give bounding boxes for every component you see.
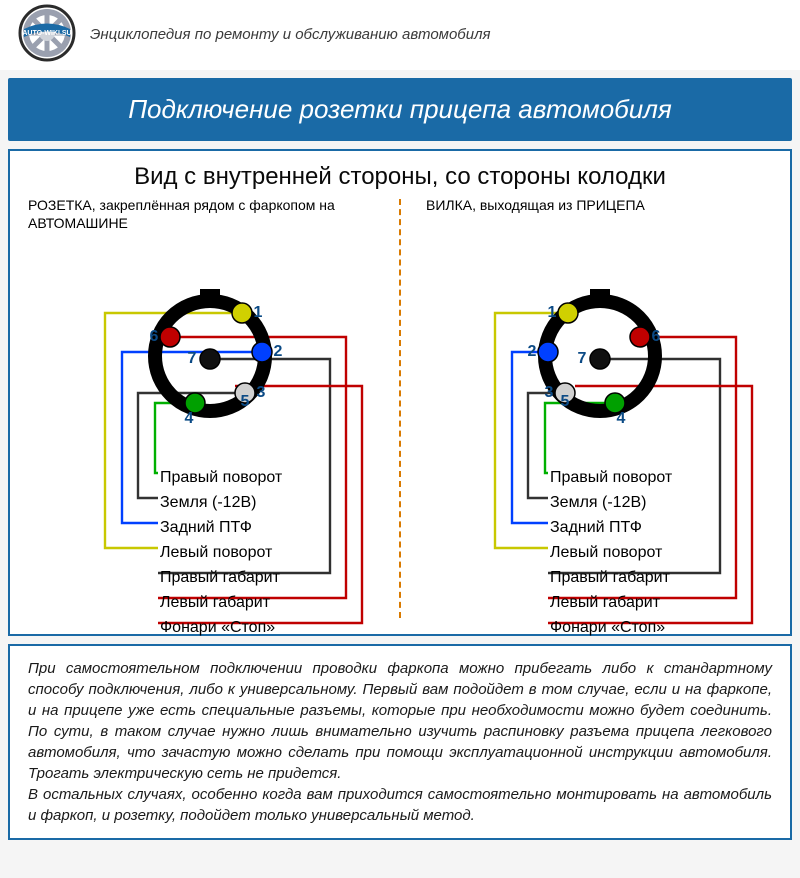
signal-label: Левый поворот (160, 540, 282, 565)
svg-text:2: 2 (528, 343, 537, 360)
plug-title: ВИЛКА, выходящая из ПРИЦЕПА (400, 197, 790, 241)
signal-label: Правый габарит (160, 565, 282, 590)
signal-label: Фонари «Стоп» (550, 615, 672, 640)
svg-text:1: 1 (548, 304, 557, 321)
svg-text:7: 7 (188, 350, 197, 367)
svg-text:5: 5 (561, 393, 570, 410)
diagram-headline: Вид с внутренней стороны, со стороны кол… (10, 159, 790, 197)
svg-text:4: 4 (185, 410, 194, 427)
socket-title: РОЗЕТКА, закреплённая рядом с фаркопом н… (10, 197, 400, 241)
signal-label: Правый поворот (550, 465, 672, 490)
site-header: AUTO-WIKI.SU Энциклопедия по ремонту и о… (0, 0, 800, 70)
site-subtitle: Энциклопедия по ремонту и обслуживанию а… (90, 25, 491, 45)
signal-label: Левый габарит (160, 590, 282, 615)
svg-text:1: 1 (254, 304, 263, 321)
svg-text:2: 2 (274, 343, 283, 360)
description-panel: При самостоятельном подключении проводки… (8, 644, 792, 840)
signal-label: Задний ПТФ (550, 515, 672, 540)
svg-text:7: 7 (578, 350, 587, 367)
svg-text:3: 3 (257, 384, 266, 401)
page-title: Подключение розетки прицепа автомобиля (8, 78, 792, 141)
svg-text:5: 5 (241, 393, 250, 410)
signal-label: Левый габарит (550, 590, 672, 615)
diagram-plug-side: ВИЛКА, выходящая из ПРИЦЕПА 1 2 3 4 5 6 7 Прав… (400, 197, 790, 637)
signal-label: Земля (-12В) (550, 490, 672, 515)
plug-signal-list: Правый поворотЗемля (-12В)Задний ПТФЛевы… (550, 465, 672, 640)
signal-label: Фонари «Стоп» (160, 615, 282, 640)
svg-text:6: 6 (652, 328, 661, 345)
signal-label: Задний ПТФ (160, 515, 282, 540)
diagram-panel: Вид с внутренней стороны, со стороны кол… (8, 149, 792, 636)
description-p2: В остальных случаях, особенно когда вам … (28, 784, 772, 826)
signal-label: Правый поворот (160, 465, 282, 490)
diagram-socket-side: РОЗЕТКА, закреплённая рядом с фаркопом н… (10, 197, 400, 637)
signal-label: Правый габарит (550, 565, 672, 590)
svg-text:6: 6 (150, 328, 159, 345)
svg-text:4: 4 (617, 410, 626, 427)
svg-text:3: 3 (545, 384, 554, 401)
site-logo: AUTO-WIKI.SU (18, 4, 76, 67)
signal-label: Левый поворот (550, 540, 672, 565)
svg-text:AUTO-WIKI.SU: AUTO-WIKI.SU (22, 30, 71, 37)
description-p1: При самостоятельном подключении проводки… (28, 658, 772, 784)
socket-signal-list: Правый поворотЗемля (-12В)Задний ПТФЛевы… (160, 465, 282, 640)
signal-label: Земля (-12В) (160, 490, 282, 515)
